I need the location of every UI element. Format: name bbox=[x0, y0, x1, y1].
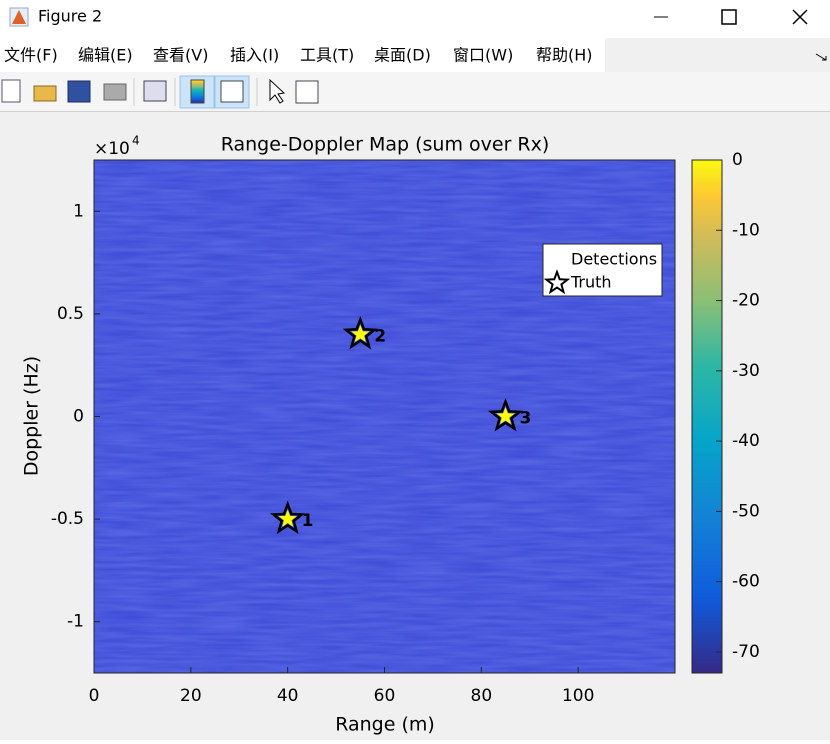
truth-marker bbox=[342, 315, 378, 350]
menu-item[interactable]: 查看(V) bbox=[153, 46, 208, 65]
legend-label: Truth bbox=[570, 273, 612, 292]
x-tick-label: 100 bbox=[562, 686, 594, 706]
colorbar-tick-label: -70 bbox=[732, 642, 760, 662]
menu-item[interactable]: 编辑(E) bbox=[78, 46, 133, 65]
x-tick-label: 20 bbox=[180, 686, 202, 706]
menu-overflow[interactable] bbox=[815, 53, 827, 61]
y-tick-label: 1 bbox=[73, 201, 84, 221]
menu-bar-items bbox=[0, 38, 605, 72]
colorbar-tick-label: -10 bbox=[732, 220, 760, 240]
legend-label: Detections bbox=[571, 250, 657, 269]
y-tick-label: -0.5 bbox=[51, 509, 84, 529]
point-label: 1 bbox=[302, 511, 314, 531]
print-button[interactable] bbox=[103, 83, 127, 101]
new-button[interactable] bbox=[1, 79, 21, 103]
app-logo bbox=[12, 10, 26, 24]
colorbar-tick-label: -30 bbox=[732, 361, 760, 381]
colorbar bbox=[691, 159, 723, 674]
y-exponent: ×10 bbox=[94, 139, 130, 159]
truth-marker bbox=[269, 500, 306, 535]
detection-marker bbox=[278, 509, 297, 527]
menu-item[interactable]: 插入(I) bbox=[230, 46, 279, 65]
close-button[interactable] bbox=[792, 9, 808, 25]
y-tick-label: -1 bbox=[67, 612, 84, 632]
point-label: 2 bbox=[374, 326, 386, 346]
title-bar bbox=[0, 0, 830, 36]
toolbar-buttons bbox=[1, 75, 319, 109]
heatmap-noise bbox=[94, 160, 675, 673]
menu-item[interactable]: 桌面(D) bbox=[374, 46, 431, 65]
property-button[interactable] bbox=[295, 80, 319, 104]
chart-title: Range-Doppler Map (sum over Rx) bbox=[221, 134, 550, 156]
maximize-button[interactable] bbox=[721, 9, 737, 25]
x-axis-label: Range (m) bbox=[335, 714, 435, 736]
colorbar-tick-label: 0 bbox=[732, 150, 743, 170]
y-axis-label: Doppler (Hz) bbox=[21, 356, 43, 476]
x-tick-label: 60 bbox=[374, 686, 396, 706]
y-exponent-power: 4 bbox=[132, 134, 140, 148]
truth-marker bbox=[487, 397, 524, 432]
colorbar-tick-label: -60 bbox=[732, 572, 760, 592]
y-tick-label: 0.5 bbox=[57, 304, 84, 324]
colorbar-icon bbox=[190, 79, 205, 104]
pointer-button[interactable] bbox=[269, 78, 286, 104]
menu-item[interactable]: 帮助(H) bbox=[536, 46, 593, 65]
menu: 文件(F) 编辑(E) 查看(V) 插入(I) 工具(T) 桌面(D) 窗口(W… bbox=[4, 46, 593, 65]
x-tick-label: 80 bbox=[471, 686, 493, 706]
detection-marker bbox=[496, 407, 515, 425]
legend-marker bbox=[543, 269, 571, 295]
link-button[interactable] bbox=[143, 80, 167, 102]
x-tick-label: 0 bbox=[89, 686, 100, 706]
colorbar-tick-label: -50 bbox=[732, 501, 760, 521]
point-label: 3 bbox=[520, 409, 532, 429]
open-button[interactable] bbox=[33, 85, 57, 102]
x-tick-label: 40 bbox=[277, 686, 299, 706]
save-button[interactable] bbox=[67, 80, 91, 103]
detection-marker bbox=[351, 324, 370, 343]
y-tick-label: 0 bbox=[73, 407, 84, 427]
menu-item[interactable]: 工具(T) bbox=[300, 46, 354, 65]
colorbar-tick-label: -20 bbox=[732, 291, 760, 311]
window-title: Figure 2 bbox=[38, 7, 102, 26]
menu-item[interactable]: 文件(F) bbox=[4, 46, 58, 65]
colorbar-tick-label: -40 bbox=[732, 431, 760, 451]
menu-item[interactable]: 窗口(W) bbox=[453, 46, 513, 65]
legend-icon bbox=[220, 80, 244, 103]
toolbar bbox=[0, 72, 830, 112]
